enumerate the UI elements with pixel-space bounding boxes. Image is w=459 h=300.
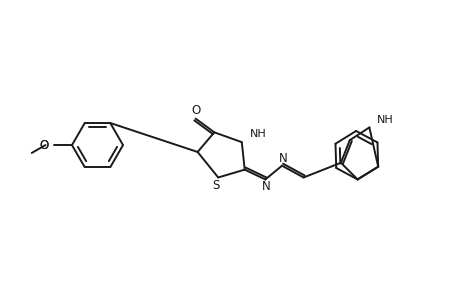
Text: NH: NH	[249, 129, 266, 139]
Text: O: O	[39, 139, 48, 152]
Text: S: S	[212, 179, 219, 192]
Text: N: N	[278, 152, 287, 165]
Text: NH: NH	[376, 115, 393, 124]
Text: N: N	[261, 180, 270, 193]
Text: O: O	[39, 139, 48, 152]
Text: O: O	[190, 104, 200, 117]
